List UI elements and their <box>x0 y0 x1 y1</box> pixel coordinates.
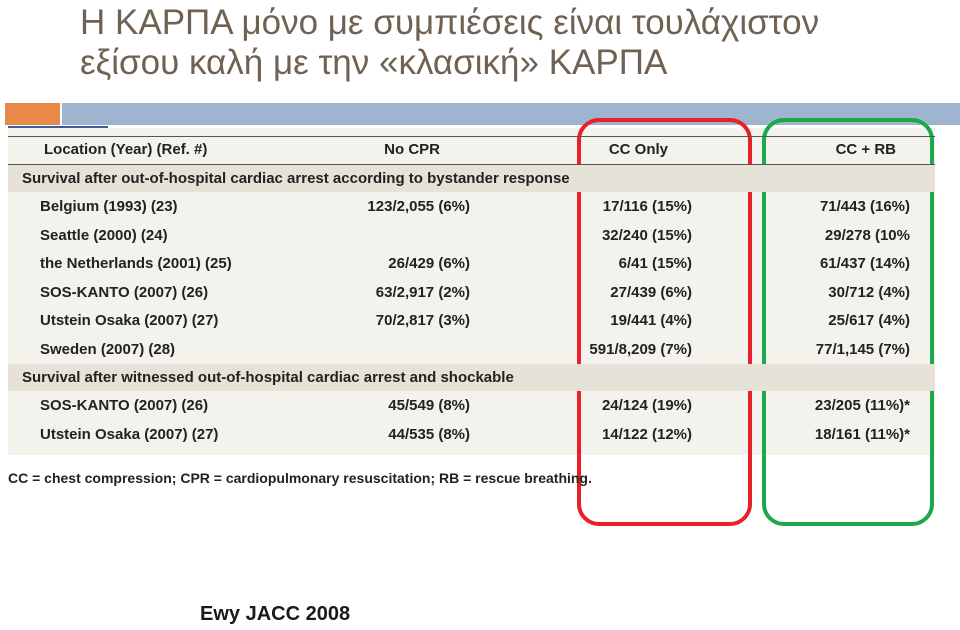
cell-value: 71/443 (16%) <box>819 198 910 215</box>
column-header: CC Only <box>608 141 668 158</box>
accent-bar <box>5 103 60 125</box>
cell-value: 27/439 (6%) <box>610 283 692 301</box>
cell-value: 23/205 (11%)* <box>814 397 910 414</box>
cell-value: 123/2,055 (6%) <box>367 198 470 215</box>
cell-value: 6/41 (15%) <box>618 255 692 272</box>
cell-value: 24/124 (19%) <box>601 397 692 414</box>
row-label: Utstein Osaka (2007) (27) <box>40 425 219 443</box>
accent-line <box>8 126 108 128</box>
cell-value: 45/549 (8%) <box>388 397 470 414</box>
cell-value: 19/441 (4%) <box>610 312 692 329</box>
footnote: CC = chest compression; CPR = cardiopulm… <box>8 470 592 486</box>
column-header: CC + RB <box>835 141 896 158</box>
slide-title: εξίσου καλή με την «κλασική» ΚΑΡΠΑ <box>80 43 668 82</box>
cell-value: 70/2,817 (3%) <box>375 312 470 329</box>
slide-title: Η ΚΑΡΠΑ μόνο με συμπιέσεις είναι τουλάχι… <box>80 3 820 42</box>
cell-value: 29/278 (10% <box>824 226 910 244</box>
cell-value: 32/240 (15%) <box>601 226 692 244</box>
highlight-green <box>762 118 934 526</box>
row-label: Utstein Osaka (2007) (27) <box>40 312 219 329</box>
column-header: Location (Year) (Ref. #) <box>44 141 208 158</box>
cell-value: 25/617 (4%) <box>828 312 910 329</box>
row-label: Sweden (2007) (28) <box>40 340 176 358</box>
section-title: Survival after out-of-hospital cardiac a… <box>22 170 570 187</box>
section-title: Survival after witnessed out-of-hospital… <box>22 369 514 386</box>
row-label: the Netherlands (2001) (25) <box>40 255 232 272</box>
row-label: SOS-KANTO (2007) (26) <box>40 283 209 301</box>
row-label: Seattle (2000) (24) <box>40 226 168 244</box>
cell-value: 14/122 (12%) <box>601 425 692 443</box>
rule <box>8 136 935 137</box>
cell-value: 30/712 (4%) <box>828 283 910 301</box>
rule <box>8 164 935 165</box>
section-row <box>8 165 935 192</box>
cell-value: 61/437 (14%) <box>819 255 910 272</box>
cell-value: 44/535 (8%) <box>388 425 470 443</box>
cell-value: 18/161 (11%)* <box>814 425 910 443</box>
cell-value: 26/429 (6%) <box>388 255 470 272</box>
row-label: SOS-KANTO (2007) (26) <box>40 397 209 414</box>
cell-value: 17/116 (15%) <box>602 198 692 215</box>
citation: Ewy JACC 2008 <box>200 603 351 625</box>
highlight-red <box>577 118 752 526</box>
cell-value: 591/8,209 (7%) <box>589 340 692 358</box>
cell-value: 63/2,917 (2%) <box>375 283 470 301</box>
column-header: No CPR <box>384 141 440 158</box>
cell-value: 77/1,145 (7%) <box>815 340 910 358</box>
row-label: Belgium (1993) (23) <box>40 198 178 215</box>
section-row <box>8 364 935 391</box>
